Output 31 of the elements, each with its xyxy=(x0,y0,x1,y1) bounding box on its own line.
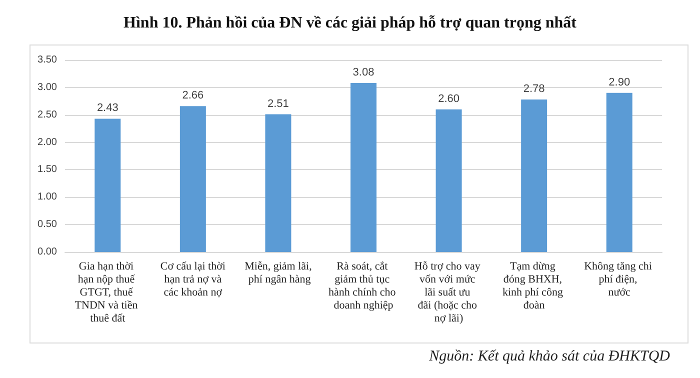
data-label: 2.60 xyxy=(438,92,460,105)
x-tick-label: Miễn, giảm lãi, phí ngân hàng xyxy=(244,260,312,286)
y-tick-label: 3.50 xyxy=(38,54,58,66)
bar xyxy=(180,106,206,252)
y-tick-label: 2.50 xyxy=(38,109,58,120)
y-tick-label: 0.50 xyxy=(38,219,58,230)
x-tick-label: Hỗ trợ cho vay vốn với mức lãi suất ưu đãi (hoặc cho nợ lãi) xyxy=(414,260,484,324)
y-tick-label: 0.00 xyxy=(38,246,58,258)
data-label: 2.66 xyxy=(182,90,204,102)
y-tick-label: 1.00 xyxy=(38,192,58,203)
y-tick-label: 1.50 xyxy=(38,164,58,176)
bar xyxy=(265,114,292,252)
x-tick-label: Rà soát, cắt giảm thủ tục hành chính cho doanh nghiệp xyxy=(328,260,398,312)
bar xyxy=(94,118,121,252)
data-label: 2.78 xyxy=(523,82,545,95)
bar xyxy=(521,99,548,252)
bar xyxy=(606,92,632,252)
y-tick-label: 2.00 xyxy=(38,136,58,148)
data-label: 2.51 xyxy=(268,98,289,110)
bar xyxy=(350,83,376,252)
data-label: 2.90 xyxy=(608,76,630,88)
data-label: 3.08 xyxy=(352,66,374,79)
text: Nguồn: Kết quả khảo sát của ĐHKTQD xyxy=(428,348,670,364)
x-tick-label: Gia hạn thời hạn nộp thuế GTGT, thuế TNDN và tiền thuê đất xyxy=(74,260,140,324)
data-label: 2.43 xyxy=(96,102,118,114)
x-tick-label: Không tăng chi phí điện, nước xyxy=(584,260,655,298)
x-tick-label: Tạm dừng đóng BHXH, kinh phí công đoàn xyxy=(502,260,566,312)
y-tick-label: 3.00 xyxy=(38,82,58,93)
x-tick-label: Cơ cấu lại thời hạn trả nợ và các khoản nợ xyxy=(160,260,226,298)
chart-title: Hình 10. Phản hồi của ĐN về các giải pháp hỗ trợ quan trọng nhất xyxy=(124,14,578,32)
bar xyxy=(436,109,462,252)
